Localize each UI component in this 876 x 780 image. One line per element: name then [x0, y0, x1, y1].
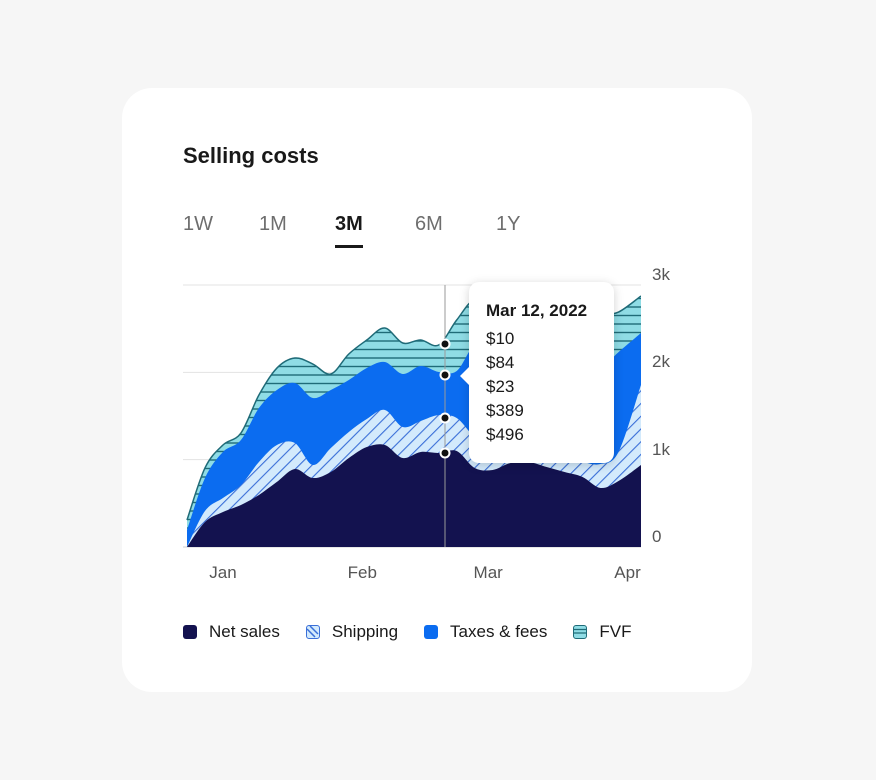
card-title: Selling costs: [183, 143, 319, 168]
legend-label: Net sales: [209, 622, 280, 641]
data-point-marker: [439, 412, 451, 424]
y-tick-label: 0: [652, 527, 662, 546]
x-tick-label: Jan: [209, 563, 237, 582]
x-tick-label: Mar: [473, 563, 503, 582]
tab-1m[interactable]: 1M: [259, 213, 287, 235]
tab-1w[interactable]: 1W: [183, 213, 213, 235]
tooltip-value: $389: [486, 401, 524, 420]
tooltip-value: $23: [486, 377, 515, 396]
y-tick-label: 2k: [652, 352, 670, 372]
tooltip-value: $10: [486, 329, 515, 348]
legend-label: Taxes & fees: [450, 622, 548, 641]
legend-label: FVF: [599, 622, 632, 641]
shipping-swatch-icon: [305, 625, 320, 639]
legend-label: Shipping: [331, 622, 399, 641]
x-tick-label: Apr: [614, 563, 641, 582]
legend-item-fvf[interactable]: FVF: [573, 622, 631, 642]
net-sales-swatch-icon: [183, 625, 197, 639]
tab-6m[interactable]: 6M: [415, 213, 443, 235]
y-tick-label: 3k: [652, 265, 670, 284]
legend-item-net-sales[interactable]: Net sales: [183, 622, 280, 642]
legend-item-taxes-fees[interactable]: Taxes & fees: [424, 622, 547, 642]
tab-3m[interactable]: 3M: [335, 213, 363, 248]
x-tick-label: Feb: [347, 563, 377, 582]
y-tick-label: 1k: [652, 439, 670, 459]
taxes-fees-swatch-icon: [424, 625, 439, 639]
area-net-sales: [187, 444, 641, 547]
data-point-marker: [439, 338, 451, 350]
tab-1y[interactable]: 1Y: [496, 213, 521, 235]
legend-item-shipping[interactable]: Shipping: [305, 622, 399, 642]
tooltip: Mar 12, 2022 $10 $84 $23 $389 $496: [460, 282, 614, 463]
tooltip-value: $84: [486, 353, 515, 372]
tooltip-value: $496: [486, 425, 524, 444]
legend: Net sales Shipping Taxes & fees FVF: [183, 622, 657, 642]
data-point-marker: [439, 447, 451, 459]
data-point-marker: [439, 369, 451, 381]
tooltip-date: Mar 12, 2022: [486, 301, 588, 320]
fvf-swatch-icon: [573, 625, 588, 639]
